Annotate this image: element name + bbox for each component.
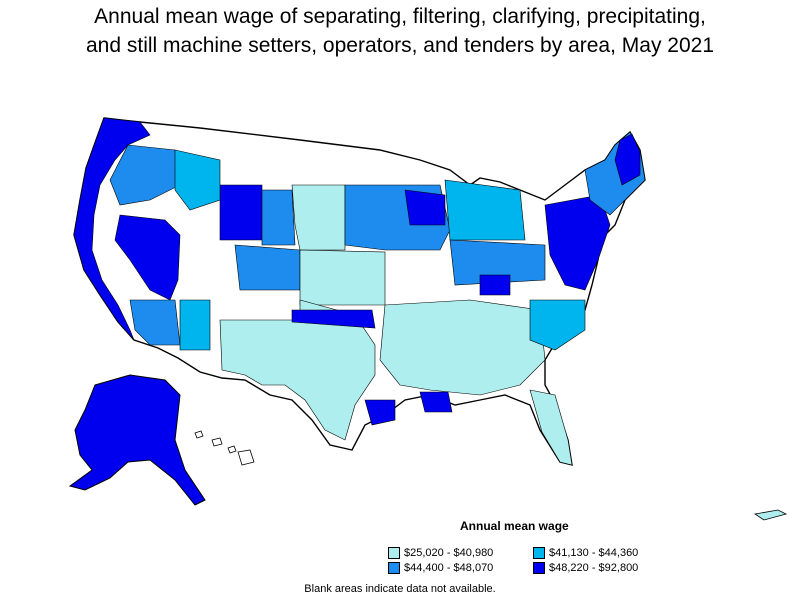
region-arizona bbox=[129, 299, 181, 346]
footnote: Blank areas indicate data not available. bbox=[304, 583, 496, 595]
title-line-2: and still machine setters, operators, an… bbox=[85, 34, 714, 57]
region-northern-rockies bbox=[219, 184, 263, 241]
legend-label-4: $48,220 - $92,800 bbox=[549, 562, 639, 574]
region-oklahoma-strip bbox=[291, 309, 376, 329]
legend-item-4: $48,220 - $92,800 bbox=[533, 562, 638, 576]
legend-item-2: $41,130 - $44,360 bbox=[533, 547, 638, 561]
map-title: Annual mean wage of separating, filterin… bbox=[0, 2, 800, 60]
region-houston bbox=[364, 399, 396, 426]
region-new-mexico bbox=[179, 299, 211, 351]
region-great-plains bbox=[291, 184, 346, 251]
region-texas bbox=[219, 299, 376, 441]
legend-label-2: $41,130 - $44,360 bbox=[549, 547, 639, 559]
region-kansas bbox=[299, 249, 386, 306]
alaska-outline bbox=[68, 374, 206, 506]
title-line-1: Annual mean wage of separating, filterin… bbox=[94, 5, 706, 28]
region-florida bbox=[529, 389, 573, 466]
region-ohio-valley bbox=[449, 239, 546, 286]
legend-swatch-3 bbox=[388, 562, 400, 575]
region-kentucky-blue bbox=[479, 274, 511, 296]
region-carolinas bbox=[529, 299, 586, 351]
region-colorado bbox=[234, 244, 301, 291]
legend-item-3: $44,400 - $48,070 bbox=[388, 562, 493, 576]
region-idaho bbox=[174, 149, 221, 211]
region-wisconsin bbox=[404, 189, 446, 226]
hawaii-islands bbox=[194, 430, 255, 466]
legend-item-1: $25,020 - $40,980 bbox=[388, 547, 493, 561]
legend-swatch-1 bbox=[388, 547, 400, 560]
legend-label-3: $44,400 - $48,070 bbox=[404, 562, 494, 574]
region-wyoming bbox=[261, 189, 296, 246]
legend-label-1: $25,020 - $40,980 bbox=[404, 547, 494, 559]
region-south bbox=[379, 299, 546, 396]
region-louisiana bbox=[419, 391, 453, 413]
legend-title: Annual mean wage bbox=[460, 519, 569, 533]
legend-swatch-2 bbox=[533, 547, 545, 560]
legend-swatch-4 bbox=[533, 562, 545, 575]
puerto-rico bbox=[753, 509, 788, 521]
region-great-lakes bbox=[444, 179, 526, 241]
region-maine bbox=[614, 133, 641, 186]
region-west-coast bbox=[73, 117, 151, 341]
